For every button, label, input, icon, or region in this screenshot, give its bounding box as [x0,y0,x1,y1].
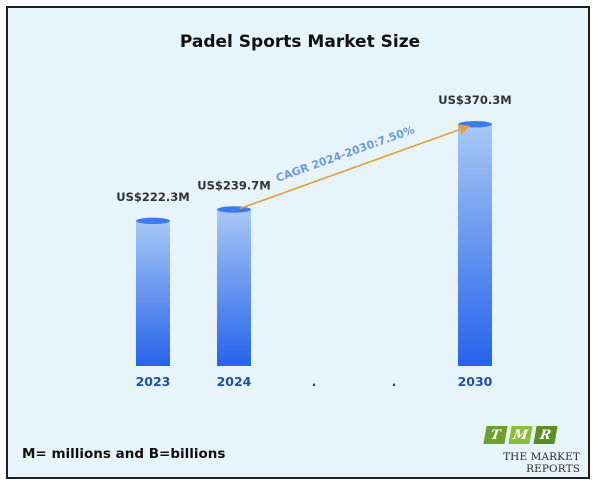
x-tick-2024: 2024 [217,374,252,389]
bar-cap-2024 [217,206,251,213]
chart-card [6,6,590,479]
logo-letter-m: M [508,426,533,444]
value-label-2030: US$370.3M [438,93,511,107]
bar-cap-2023 [136,217,170,225]
value-label-2024: US$239.7M [197,178,270,192]
x-tick-2030: 2030 [458,374,493,389]
bar-2024 [217,209,251,366]
cagr-arrow [239,124,471,210]
chart-title: Padel Sports Market Size [179,32,421,52]
footnote: M= millions and B=billions [22,446,226,462]
logo-letter-t: T [483,426,508,444]
tmr-logo: T M R THE MARKET REPORTS [450,426,590,475]
bar-2030 [458,124,492,366]
cagr-label: CAGR 2024-2030:7.50% [274,123,416,185]
x-tick-2023: 2023 [136,374,171,389]
bar-2023 [136,220,170,366]
value-label-2023: US$222.3M [116,190,189,204]
logo-letters: T M R [483,426,558,444]
bar-cap-2030 [458,121,492,128]
logo-letter-r: R [533,426,558,444]
logo-text: THE MARKET REPORTS [503,451,580,475]
x-tick-dot-2: . [312,374,317,389]
x-tick-dot-3: . [392,374,397,389]
